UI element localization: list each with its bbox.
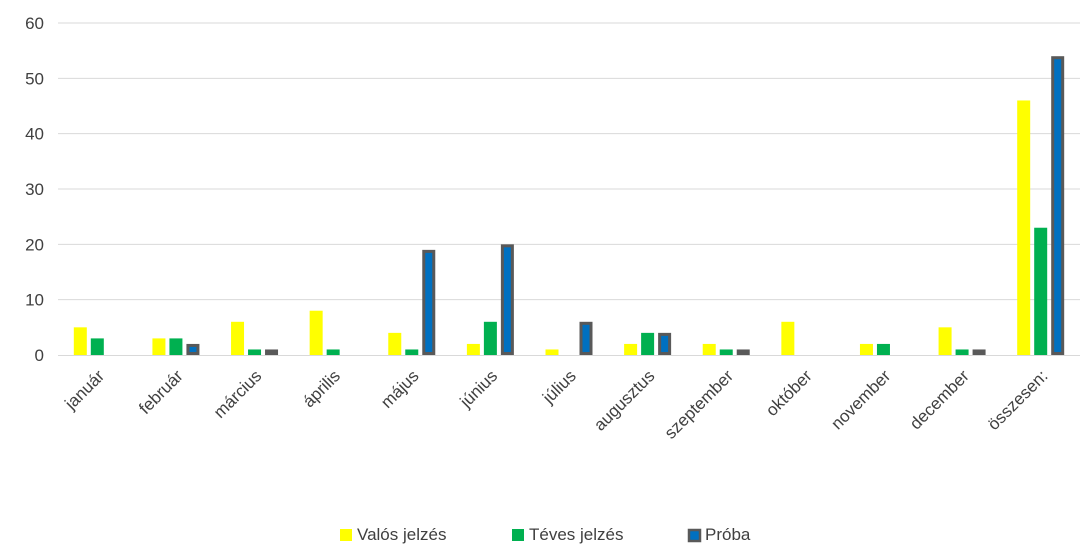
legend-swatch (687, 528, 702, 543)
x-tick-label: június (456, 366, 502, 412)
bar-téves-jelzés-3 (326, 349, 340, 355)
bar-valós-jelzés-9 (781, 321, 795, 355)
bar-téves-jelzés-2 (248, 349, 262, 355)
legend-swatch (340, 529, 352, 541)
bar-próba-6 (579, 321, 593, 355)
y-tick-label: 10 (25, 291, 44, 310)
legend-label: Próba (705, 525, 751, 544)
bar-valós-jelzés-3 (309, 310, 323, 355)
legend-label: Téves jelzés (529, 525, 623, 544)
bar-próba-7 (658, 332, 672, 356)
x-tick-label: november (827, 366, 894, 433)
bar-valós-jelzés-5 (466, 343, 480, 355)
bar-próba-2 (265, 349, 279, 356)
bar-próba-5 (500, 244, 514, 355)
bar-valós-jelzés-11 (938, 327, 952, 355)
x-tick-label: május (377, 366, 423, 412)
y-tick-label: 0 (35, 346, 44, 365)
legend: Valós jelzés Téves jelzés Próba (340, 525, 751, 544)
bar-valós-jelzés-6 (545, 349, 559, 355)
bar-téves-jelzés-5 (483, 321, 497, 355)
bar-téves-jelzés-0 (90, 338, 104, 355)
bar-valós-jelzés-8 (702, 343, 716, 355)
legend-label: Valós jelzés (357, 525, 446, 544)
x-tick-label: október (762, 366, 816, 420)
y-tick-label: 20 (25, 235, 44, 254)
bar-valós-jelzés-2 (231, 321, 245, 355)
y-tick-label: 60 (25, 14, 44, 33)
x-tick-label: július (538, 366, 580, 408)
bar-téves-jelzés-8 (719, 349, 733, 355)
x-tick-label: december (906, 366, 973, 433)
bar-próba-1 (186, 343, 200, 355)
bars (73, 56, 1065, 356)
bar-valós-jelzés-0 (73, 327, 87, 355)
gridlines (58, 22, 1080, 301)
x-tick-label: február (135, 366, 187, 418)
x-tick-label: január (61, 366, 109, 414)
x-tick-label: szeptember (661, 366, 737, 442)
bar-próba-12 (1051, 56, 1065, 355)
x-tick-label: augusztus (590, 366, 658, 434)
x-tick-label: március (210, 366, 266, 422)
x-tick-label: összesen: (984, 366, 1052, 434)
bar-téves-jelzés-7 (641, 332, 655, 355)
bar-valós-jelzés-12 (1017, 100, 1031, 355)
bar-próba-8 (736, 349, 750, 356)
bar-téves-jelzés-11 (955, 349, 969, 355)
y-tick-label: 50 (25, 69, 44, 88)
bar-téves-jelzés-12 (1034, 227, 1048, 355)
bar-valós-jelzés-10 (859, 343, 873, 355)
y-tick-label: 40 (25, 125, 44, 144)
bar-téves-jelzés-1 (169, 338, 183, 355)
bar-téves-jelzés-4 (405, 349, 419, 355)
x-tick-label: április (299, 366, 344, 411)
bar-próba-11 (972, 349, 986, 356)
y-tick-label: 30 (25, 180, 44, 199)
bar-téves-jelzés-10 (876, 343, 890, 355)
legend-swatch (512, 529, 524, 541)
bar-valós-jelzés-4 (388, 332, 402, 355)
bar-valós-jelzés-7 (624, 343, 638, 355)
bar-próba-4 (422, 249, 436, 355)
x-axis-labels: január február március április május június jú… (61, 366, 1052, 442)
y-axis-ticks: 0 10 20 30 40 50 60 (25, 14, 44, 365)
bar-valós-jelzés-1 (152, 338, 166, 355)
